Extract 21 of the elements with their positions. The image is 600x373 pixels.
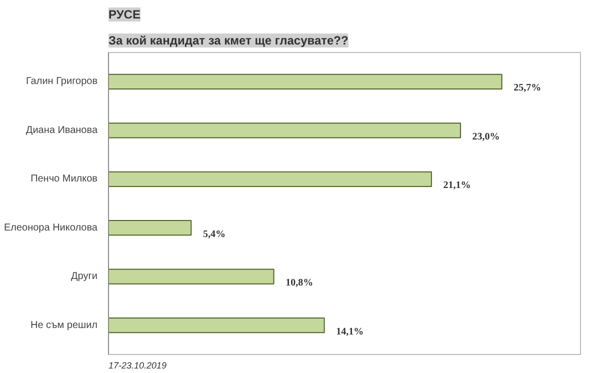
data-label: 5,4% bbox=[202, 228, 226, 240]
data-label: 25,7% bbox=[514, 82, 542, 94]
bar bbox=[108, 317, 325, 334]
data-label: 21,1% bbox=[443, 180, 471, 192]
y-tick-label: Не съм решил bbox=[30, 320, 98, 331]
chart-subtitle: За кой кандидат за кмет ще гласувате?? bbox=[108, 34, 348, 48]
y-tick-label: Други bbox=[71, 271, 98, 282]
bar bbox=[108, 268, 274, 284]
data-label: 10,8% bbox=[286, 278, 314, 289]
bar bbox=[108, 171, 432, 187]
y-tick-label: Диана Иванова bbox=[26, 124, 98, 136]
chart-title: РУСЕ bbox=[108, 8, 140, 22]
y-tick-label: Пенчо Милков bbox=[30, 174, 98, 185]
y-tick-label: Галин Григоров bbox=[26, 76, 98, 88]
bar bbox=[108, 74, 502, 90]
bar bbox=[108, 122, 462, 138]
bar bbox=[108, 220, 192, 236]
data-label: 23,0% bbox=[472, 131, 500, 142]
data-label: 14,1% bbox=[336, 326, 364, 338]
text: 17-23.10.2019 bbox=[108, 360, 167, 370]
y-tick-label: Елеонора Николова bbox=[4, 222, 98, 234]
